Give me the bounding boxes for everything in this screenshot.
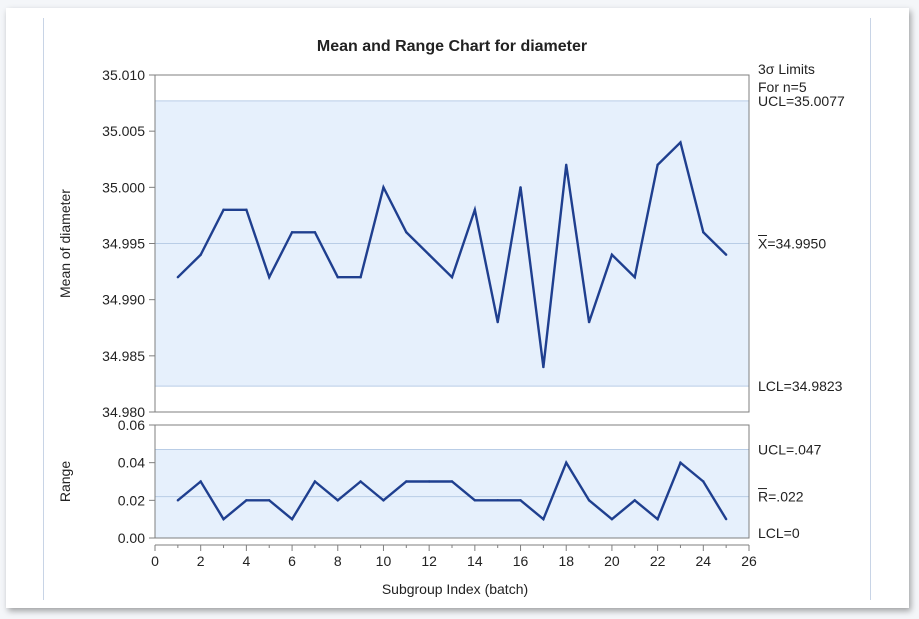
chart-title: Mean and Range Chart for diameter [317, 38, 587, 55]
mean-y-tick-label: 34.995 [102, 236, 145, 252]
mean-ucl-label: UCL=35.0077 [758, 93, 845, 109]
range-limit-band [155, 449, 749, 538]
x-tick-label: 14 [467, 553, 483, 569]
mean-y-tick-label: 35.000 [102, 179, 145, 195]
range-center-label: R=.022 [758, 489, 804, 505]
range-plot-area [154, 424, 750, 539]
mean-y-tick-label: 35.005 [102, 123, 145, 139]
mean-center-value: =34.9950 [767, 236, 826, 252]
x-tick-label: 22 [650, 553, 666, 569]
mean-y-axis-label: Mean of diameter [57, 189, 73, 298]
x-tick-label: 4 [242, 553, 250, 569]
x-tick-label: 26 [741, 553, 757, 569]
mean-y-axis: 34.980 34.985 34.990 34.995 35.000 35.005 35.0… [102, 67, 728, 420]
mean-y-tick-label: 34.990 [102, 292, 145, 308]
x-tick-label: 8 [334, 553, 342, 569]
range-lcl-label: LCL=0 [758, 525, 800, 541]
x-axis-label: Subgroup Index (batch) [382, 581, 528, 597]
range-y-axis-label: Range [57, 461, 73, 502]
x-tick-label: 0 [151, 553, 159, 569]
mean-center-label: X=34.9950 [758, 236, 826, 252]
graph-border [43, 18, 871, 600]
limits-header-line2: For n=5 [758, 79, 807, 95]
x-tick-label: 12 [421, 553, 437, 569]
x-tick-label: 10 [376, 553, 392, 569]
x-tick-label: 6 [288, 553, 296, 569]
x-tick-label: 16 [513, 553, 529, 569]
mean-panel: 34.980 34.985 34.990 34.995 35.000 35.005 35.0… [57, 67, 845, 420]
x-axis: 0 2 4 6 8 10 12 14 16 18 20 22 24 26 [151, 544, 757, 569]
range-series-line [177, 459, 728, 522]
mean-series-line [177, 140, 727, 368]
mean-y-tick-label: 34.980 [102, 404, 145, 420]
rbar-symbol: R [758, 489, 768, 505]
range-y-tick-label: 0.06 [118, 417, 145, 433]
range-y-tick-label: 0.04 [118, 455, 145, 471]
limits-header-line1: 3σ Limits [758, 61, 815, 77]
x-tick-label: 24 [696, 553, 712, 569]
range-y-tick-label: 0.00 [118, 530, 145, 546]
mean-y-tick-label: 34.985 [102, 348, 145, 364]
range-panel: 0.00 0.02 0.04 0.06 UCL=.047 R=.022 LCL=0 R… [57, 417, 822, 546]
mean-lcl-label: LCL=34.9823 [758, 378, 843, 394]
x-tick-label: 20 [604, 553, 620, 569]
range-ucl-label: UCL=.047 [758, 441, 822, 457]
x-tick-label: 18 [558, 553, 574, 569]
mean-y-tick-label: 35.010 [102, 67, 145, 83]
xbar-symbol: X [758, 236, 768, 252]
range-y-tick-label: 0.02 [118, 492, 145, 508]
range-center-value: =.022 [768, 489, 804, 505]
x-tick-label: 2 [197, 553, 205, 569]
